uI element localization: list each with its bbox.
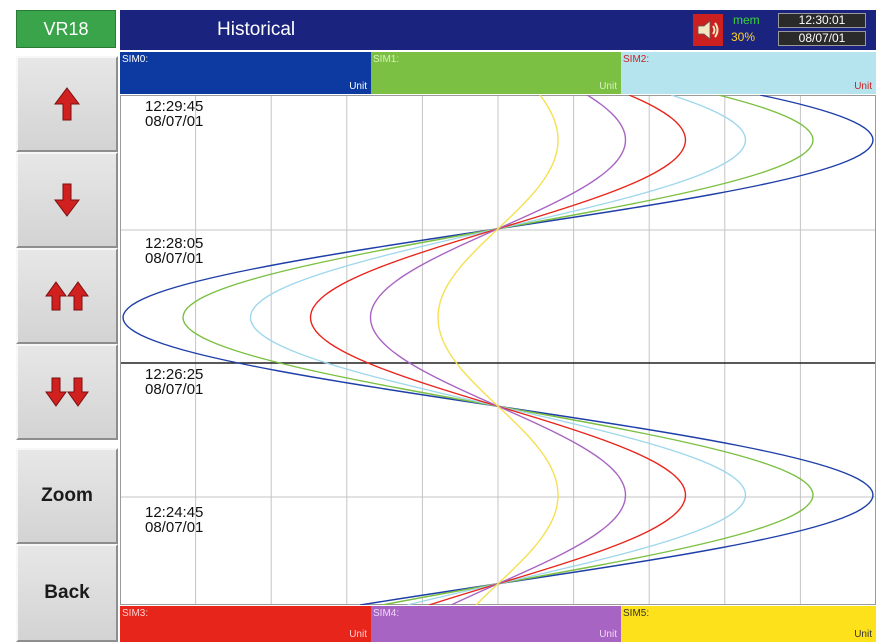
timestamp-date: 08/07/01: [145, 381, 204, 398]
channel-sim0-header[interactable]: SIM0: Unit: [120, 52, 371, 94]
trend-series-5: [437, 94, 559, 606]
channel-unit: Unit: [349, 81, 367, 92]
timestamp-label: 12:24:45 08/07/01: [145, 505, 203, 535]
double-arrow-up-icon: [45, 281, 89, 311]
timestamp-time: 12:29:45: [145, 98, 204, 115]
arrow-down-icon: [54, 183, 80, 217]
channel-unit: Unit: [599, 629, 617, 640]
timestamp-label: 12:28:05 08/07/01: [145, 236, 203, 266]
timestamp-date: 08/07/01: [145, 250, 204, 267]
channel-sim3-header[interactable]: SIM3: Unit: [120, 606, 371, 642]
channel-sim4-header[interactable]: SIM4: Unit: [371, 606, 621, 642]
back-button-label: Back: [44, 582, 90, 603]
channel-unit: Unit: [854, 81, 872, 92]
channel-unit: Unit: [854, 629, 872, 640]
plot-border: [120, 95, 876, 605]
timestamp-label: 12:26:25 08/07/01: [145, 367, 203, 397]
memory-value: 30%: [731, 30, 756, 44]
timestamp-date: 08/07/01: [145, 113, 204, 130]
channel-sim2-header[interactable]: SIM2: Unit: [621, 52, 876, 94]
timestamp-time: 12:26:25: [145, 366, 204, 383]
timestamp-time: 12:28:05: [145, 235, 204, 252]
trend-series-1: [182, 94, 814, 606]
page-up-button[interactable]: [16, 248, 118, 344]
channel-name: SIM2:: [623, 54, 650, 65]
zoom-button[interactable]: Zoom: [16, 448, 118, 544]
trend-series-4: [369, 94, 627, 606]
trend-chart[interactable]: 12:29:45 08/07/01 12:28:05 08/07/01 12:2…: [120, 94, 876, 606]
device-tag: VR18: [16, 10, 116, 48]
timestamp-date: 08/07/01: [145, 519, 204, 536]
channel-sim1-header[interactable]: SIM1: Unit: [371, 52, 621, 94]
clock-date: 08/07/01: [778, 31, 866, 46]
back-button[interactable]: Back: [16, 544, 118, 642]
page-down-button[interactable]: [16, 344, 118, 440]
trend-series-3: [309, 94, 687, 606]
double-arrow-down-icon: [45, 377, 89, 407]
channel-name: SIM5:: [623, 608, 650, 619]
page-title: Historical: [217, 19, 296, 40]
clock-time: 12:30:01: [778, 13, 866, 28]
timestamp-label: 12:29:45 08/07/01: [145, 99, 203, 129]
arrow-up-icon: [54, 87, 80, 121]
timestamp-time: 12:24:45: [145, 504, 204, 521]
zoom-button-label: Zoom: [41, 485, 93, 506]
speaker-icon: [697, 20, 719, 40]
channel-sim5-header[interactable]: SIM5: Unit: [621, 606, 876, 642]
memory-label: mem: [733, 13, 760, 27]
trend-series-2: [249, 94, 747, 606]
channel-name: SIM1:: [373, 54, 400, 65]
scroll-up-button[interactable]: [16, 56, 118, 152]
channel-name: SIM3:: [122, 608, 149, 619]
trend-series-0: [122, 94, 874, 606]
title-bar: Historical mem 30% 12:30:01 08/07/01: [120, 10, 876, 50]
speaker-button[interactable]: [693, 14, 723, 46]
channel-unit: Unit: [349, 629, 367, 640]
trend-chart-plot: [120, 94, 876, 606]
scroll-down-button[interactable]: [16, 152, 118, 248]
channel-name: SIM4:: [373, 608, 400, 619]
channel-name: SIM0:: [122, 54, 149, 65]
channel-unit: Unit: [599, 81, 617, 92]
